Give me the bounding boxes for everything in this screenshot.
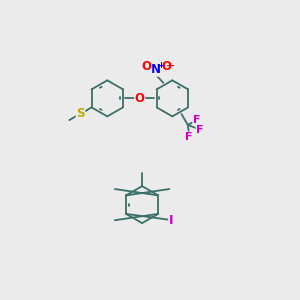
Text: O: O [161,60,171,73]
Text: N: N [151,63,161,76]
Text: −: − [166,61,175,71]
Text: S: S [76,107,85,120]
Text: O: O [135,92,145,105]
Text: F: F [196,124,204,135]
Text: O: O [142,60,152,73]
Text: +: + [157,61,164,70]
Text: I: I [169,214,173,227]
Text: F: F [185,132,193,142]
Text: F: F [193,115,200,125]
